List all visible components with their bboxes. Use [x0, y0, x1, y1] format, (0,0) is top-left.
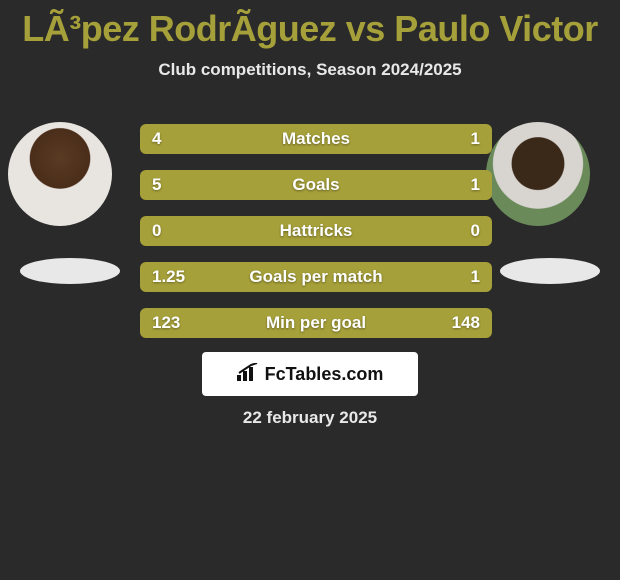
avatar-image-placeholder [8, 122, 112, 226]
comparison-title: LÃ³pez RodrÃ­guez vs Paulo Victor [0, 0, 620, 50]
player-right-avatar [486, 122, 590, 226]
stat-row: 0 Hattricks 0 [140, 216, 492, 246]
stat-label: Hattricks [280, 221, 353, 241]
comparison-subtitle: Club competitions, Season 2024/2025 [0, 60, 620, 80]
stat-label: Goals per match [249, 267, 382, 287]
stat-label: Min per goal [266, 313, 366, 333]
stat-label: Goals [292, 175, 339, 195]
stat-right-value: 1 [471, 267, 480, 287]
chart-icon [237, 363, 259, 386]
stat-row: 123 Min per goal 148 [140, 308, 492, 338]
comparison-date: 22 february 2025 [243, 408, 377, 428]
stat-left-value: 4 [152, 129, 161, 149]
stat-right-value: 1 [471, 129, 480, 149]
brand-text: FcTables.com [265, 364, 384, 385]
stat-right-value: 1 [471, 175, 480, 195]
stat-right-value: 148 [452, 313, 480, 333]
avatar-image-placeholder [486, 122, 590, 226]
stat-row: 4 Matches 1 [140, 124, 492, 154]
brand-badge: FcTables.com [202, 352, 418, 396]
stat-row: 1.25 Goals per match 1 [140, 262, 492, 292]
stat-right-value: 0 [471, 221, 480, 241]
stats-bars: 4 Matches 1 5 Goals 1 0 Hattricks 0 1.25… [140, 124, 492, 354]
stat-left-value: 1.25 [152, 267, 185, 287]
stat-left-value: 0 [152, 221, 161, 241]
stat-label: Matches [282, 129, 350, 149]
player-right-shadow [500, 258, 600, 284]
stat-left-value: 123 [152, 313, 180, 333]
stat-left-value: 5 [152, 175, 161, 195]
stat-row: 5 Goals 1 [140, 170, 492, 200]
player-left-avatar [8, 122, 112, 226]
player-left-shadow [20, 258, 120, 284]
